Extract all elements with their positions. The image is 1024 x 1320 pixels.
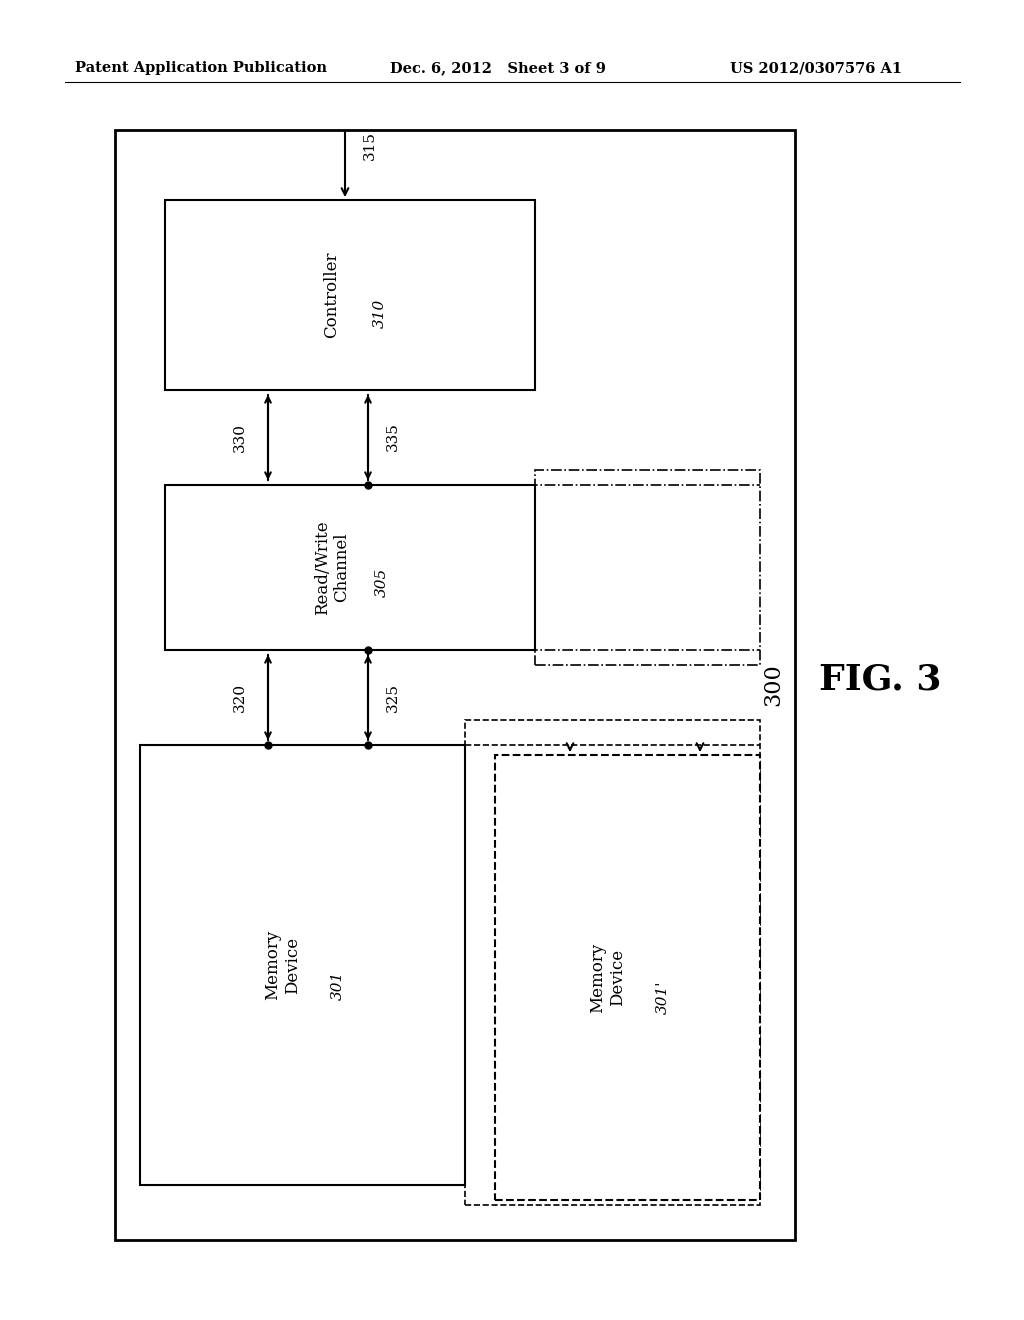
Text: 325: 325 — [386, 682, 400, 711]
Text: 315: 315 — [362, 131, 377, 160]
Text: 320: 320 — [233, 682, 247, 711]
Text: Dec. 6, 2012   Sheet 3 of 9: Dec. 6, 2012 Sheet 3 of 9 — [390, 61, 606, 75]
Text: 301': 301' — [655, 981, 670, 1014]
Text: FIG. 3: FIG. 3 — [819, 663, 941, 697]
Text: Memory
Device: Memory Device — [589, 942, 626, 1012]
Text: US 2012/0307576 A1: US 2012/0307576 A1 — [730, 61, 902, 75]
Text: 330: 330 — [233, 422, 247, 451]
Bar — [465, 719, 760, 1205]
Text: Controller: Controller — [324, 252, 341, 338]
Text: 300: 300 — [762, 664, 784, 706]
Bar — [535, 470, 760, 665]
Text: Read/Write
Channel: Read/Write Channel — [313, 520, 350, 615]
Text: Memory
Device: Memory Device — [264, 929, 301, 1001]
Text: 310: 310 — [373, 298, 387, 327]
Text: 305: 305 — [375, 568, 389, 597]
Bar — [115, 129, 795, 1239]
Bar — [165, 201, 535, 389]
Text: Patent Application Publication: Patent Application Publication — [75, 61, 327, 75]
Bar — [165, 484, 535, 649]
Bar — [495, 755, 760, 1200]
Text: 301: 301 — [331, 970, 344, 999]
Text: 335: 335 — [386, 422, 400, 451]
Bar — [140, 744, 465, 1185]
